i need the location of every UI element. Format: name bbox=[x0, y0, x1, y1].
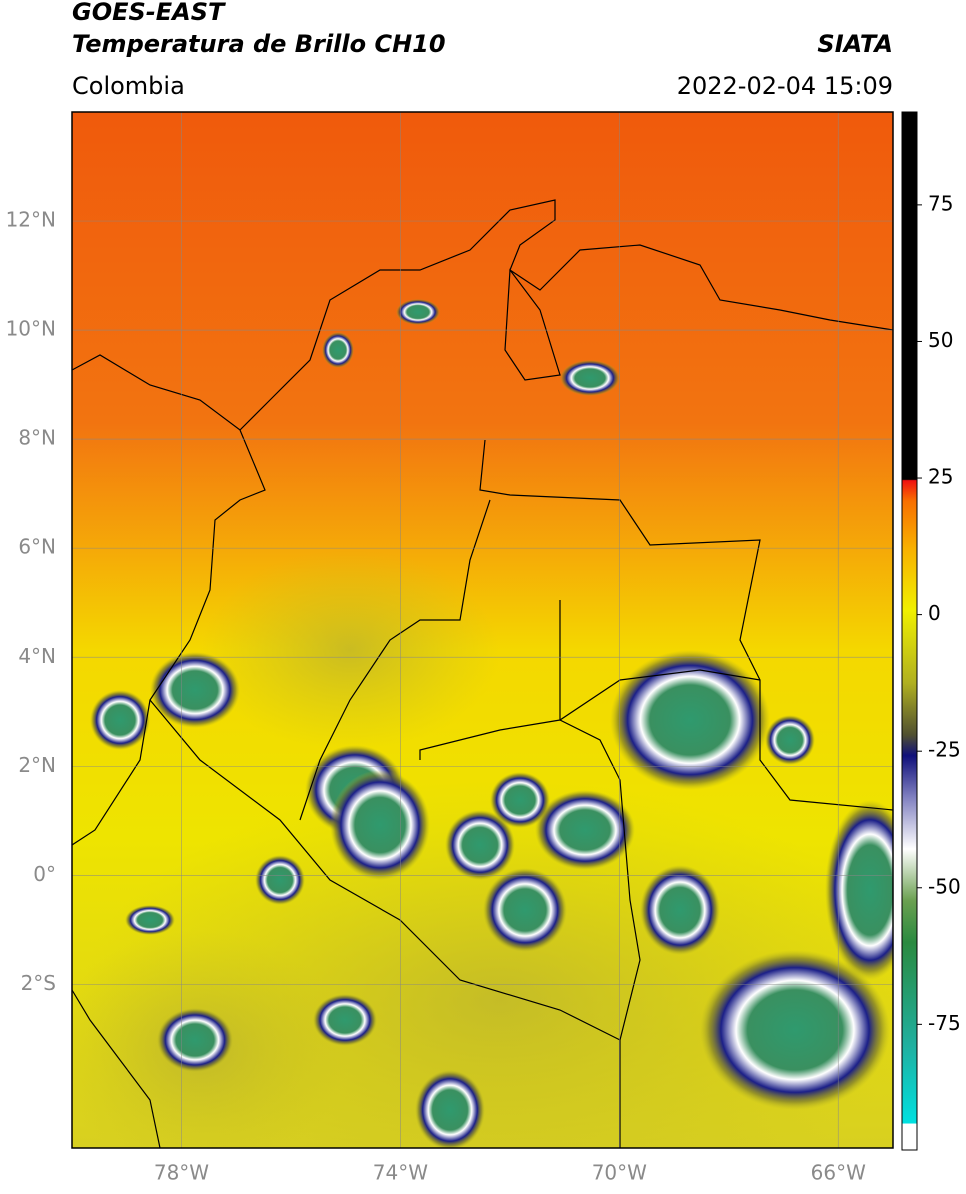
colorbar-tick-label: -75 bbox=[928, 1011, 961, 1035]
lat-tick-label: 10°N bbox=[6, 317, 56, 341]
lat-tick-label: 0° bbox=[33, 862, 56, 886]
colorbar-tick-label: 0 bbox=[928, 601, 941, 625]
lat-tick-label: 12°N bbox=[6, 208, 56, 232]
lon-tick-label: 66°W bbox=[811, 1161, 866, 1185]
colorbar-tick-label: -25 bbox=[928, 738, 961, 762]
map-frame bbox=[71, 111, 894, 1149]
subtitle: Temperatura de Brillo CH10 bbox=[72, 30, 446, 58]
region: Colombia bbox=[72, 72, 185, 100]
satellite-image bbox=[72, 112, 893, 1148]
title: GOES-EAST bbox=[72, 0, 226, 26]
colorbar-tick-label: 50 bbox=[928, 328, 953, 352]
lat-tick-label: 6°N bbox=[18, 535, 56, 559]
lat-tick-label: 8°N bbox=[18, 426, 56, 450]
source: SIATA bbox=[817, 30, 893, 58]
lat-tick-label: 2°S bbox=[21, 971, 56, 995]
lat-tick-label: 2°N bbox=[18, 753, 56, 777]
grid bbox=[72, 112, 893, 1148]
lat-tick-label: 4°N bbox=[18, 644, 56, 668]
lon-tick-label: 78°W bbox=[154, 1161, 209, 1185]
colorbar-tick-label: 75 bbox=[928, 191, 953, 215]
lon-tick-label: 70°W bbox=[592, 1161, 647, 1185]
datetime: 2022-02-04 15:09 bbox=[677, 72, 893, 100]
lon-tick-label: 74°W bbox=[373, 1161, 428, 1185]
colorbar-tick-label: 25 bbox=[928, 465, 953, 489]
colorbar bbox=[901, 111, 918, 1151]
colorbar-tick-label: -50 bbox=[928, 874, 961, 898]
